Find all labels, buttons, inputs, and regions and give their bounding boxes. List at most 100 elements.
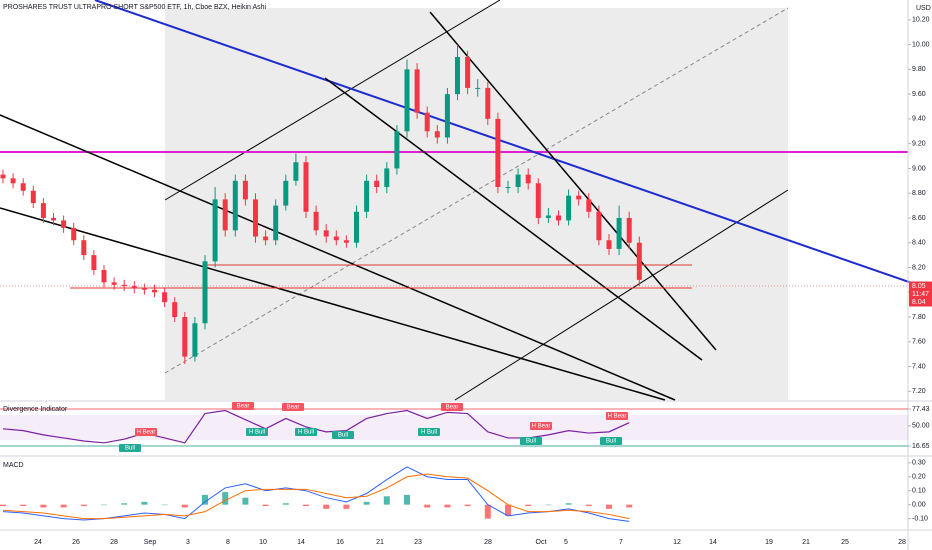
candle-body [283,180,289,206]
price-tag-bg [909,297,932,307]
candle-body [273,205,279,241]
histogram-bar [303,504,309,507]
candle-body [495,118,501,187]
x-tick-label: Oct [536,539,547,546]
candle-body [556,215,561,221]
candle-body [81,240,87,256]
candle-body [61,220,67,228]
candle-body [626,217,632,243]
candle-body [586,199,592,212]
y-tick-label: 10.20 [912,17,930,24]
x-tick-label: 26 [72,539,80,546]
histogram-bar [80,504,87,507]
candle-body [121,284,127,287]
histogram-bar [626,504,633,508]
signal-label: Bull [606,439,616,445]
candle-body [505,186,511,188]
histogram-bar [161,504,168,506]
candle-body [444,94,450,138]
y-tick-label: 0.20 [912,474,926,481]
signal-label: H Bull [421,430,437,436]
price-tag: 8.05 [912,283,926,290]
candle-body [111,282,117,285]
signal-label: H Bull [298,430,314,436]
x-tick-label: 3 [186,539,190,546]
signal-label: Bear [446,405,459,411]
histogram-bar [40,504,47,508]
y-tick-label: 9.80 [912,66,926,73]
histogram-bar [484,504,491,519]
x-tick-label: 21 [376,539,384,546]
y-tick-label: 8.40 [912,240,926,247]
x-tick-label: 16 [336,539,344,546]
histogram-bar [141,501,148,505]
x-tick-label: 14 [709,539,717,546]
candle-body [0,174,6,179]
x-tick-label: 28 [898,539,906,546]
x-tick-label: 14 [297,539,305,546]
candle-body [354,211,359,243]
signal-box [600,437,622,445]
histogram-bar [60,504,67,508]
candle-body [51,217,56,221]
trend-line [0,114,676,401]
histogram-bar [343,504,350,509]
candle-body [596,211,602,241]
x-tick-label: 28 [484,539,492,546]
candle-body [212,199,218,262]
candle-body [404,69,410,132]
candle-body [131,286,137,289]
signal-box [246,428,268,436]
x-tick-label: 25 [841,539,849,546]
signal-box [295,428,317,436]
candle-body [364,180,370,212]
histogram-bar [383,496,390,505]
candle-body [20,183,26,191]
y-tick-label: 7.80 [912,314,926,321]
signal-box [119,444,141,452]
candle-body [10,178,16,184]
drawings [0,0,932,401]
y-tick-label: 8.80 [912,190,926,197]
x-tick-label: 5 [564,539,568,546]
histogram-bar [606,504,612,509]
candle-body [374,180,380,187]
y-tick-label: 0.10 [912,488,926,495]
candle-body [40,203,46,218]
histogram-bar [101,504,107,506]
signal-box [332,431,354,439]
histogram-bar [363,501,370,505]
histogram-bar [323,504,330,509]
channel-upper [164,0,501,201]
candle-body [394,131,400,169]
channel-mid [164,7,789,374]
histogram-bar [565,503,572,505]
candle-body [172,302,178,318]
price-tag: 8.04 [912,299,926,306]
rsi-band [0,415,908,440]
x-tick-label: Sep [144,539,157,546]
candle-body [232,180,238,231]
signal-box [135,428,157,436]
candle-body [242,180,248,200]
y-tick-label: 7.20 [912,388,926,395]
candle-body [535,183,541,218]
candle-body [101,269,107,283]
y-tick-label: 8.60 [912,215,926,222]
price-tag-bg [909,281,932,291]
signal-box [530,422,552,430]
candle-body [606,240,612,249]
histogram-bar [242,497,249,505]
y-tick-label: 8.20 [912,264,926,271]
x-tick-label: 21 [802,539,810,546]
x-tick-label: 8 [226,539,230,546]
candle-body [141,288,147,290]
candle-body [202,261,208,324]
candle-body [343,240,349,243]
x-tick-label: 28 [110,539,118,546]
histogram-bar [121,503,128,505]
candle-body [253,199,258,237]
histogram-bar [20,504,27,507]
candle-body [91,255,97,270]
candle-body [263,236,269,241]
